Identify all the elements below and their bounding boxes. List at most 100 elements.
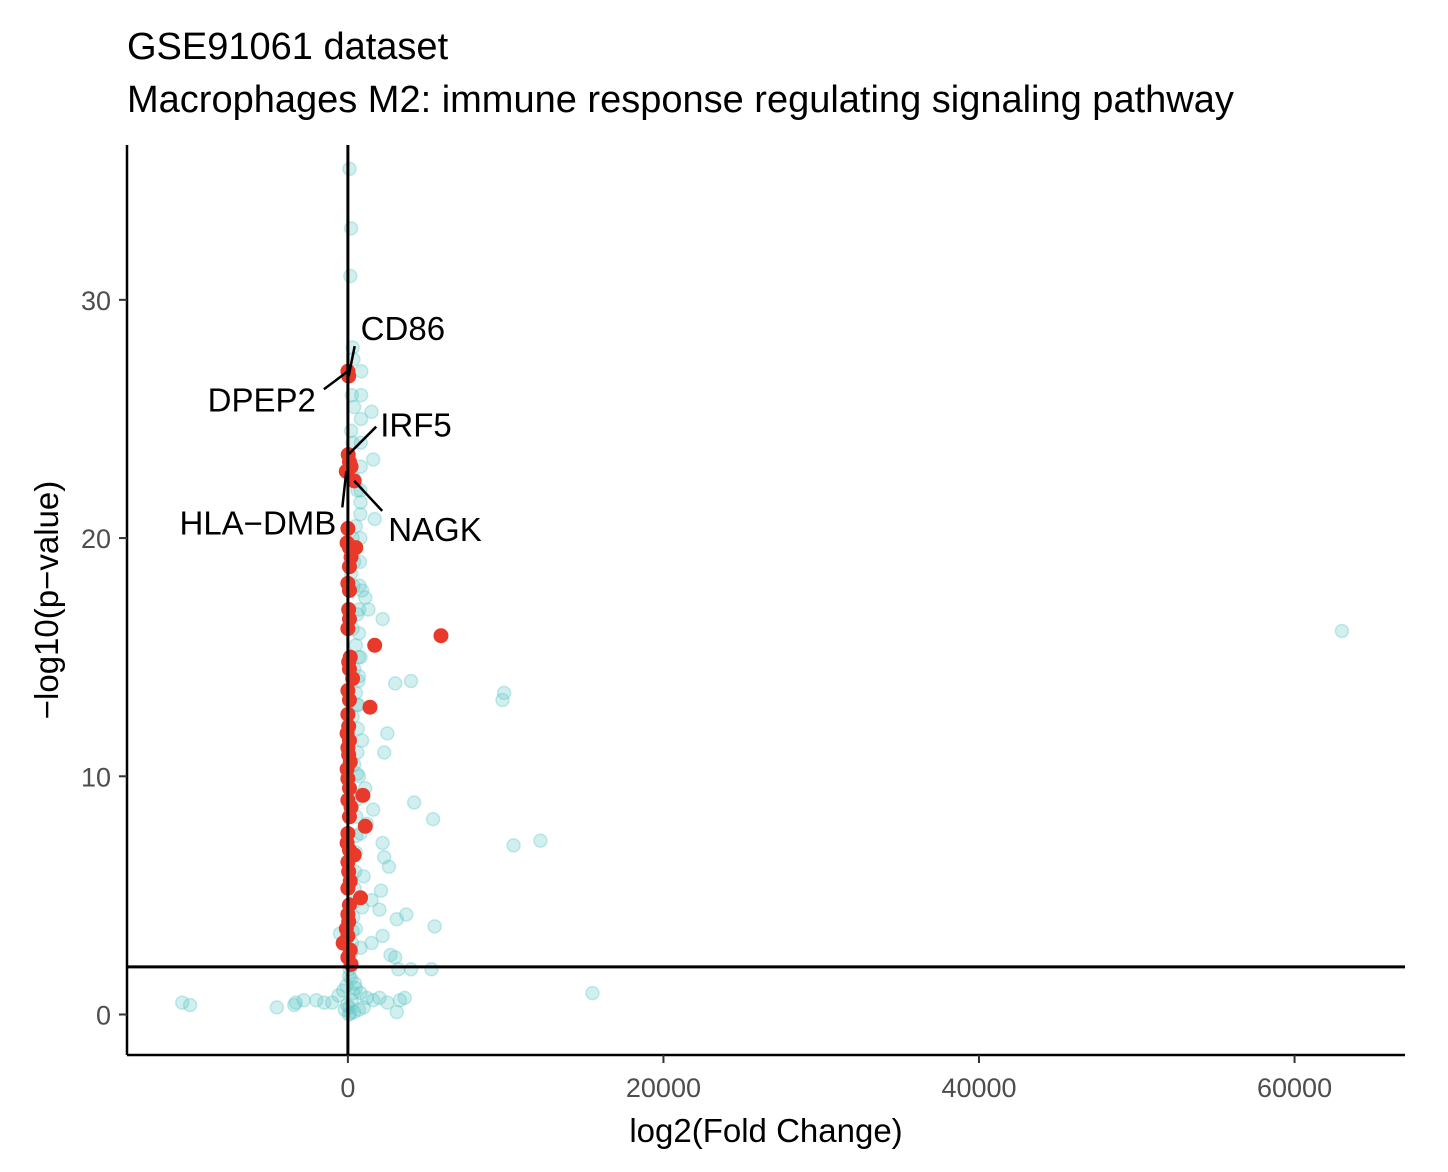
highlighted-point	[341, 809, 357, 825]
background-point	[316, 995, 332, 1010]
background-point	[392, 992, 408, 1008]
background-point	[286, 997, 302, 1013]
gene-label: HLA−DMB	[179, 504, 336, 541]
y-tick-label: 10	[81, 762, 111, 792]
y-tick-label: 30	[81, 286, 111, 316]
background-point	[403, 673, 419, 689]
background-point	[403, 961, 419, 977]
background-point	[406, 795, 422, 810]
background-point	[376, 745, 392, 760]
background-point	[387, 676, 403, 691]
gene-label-leader	[323, 370, 349, 391]
background-point	[389, 1004, 405, 1020]
background-point	[357, 590, 373, 605]
gene-label-leader	[353, 480, 384, 512]
background-point	[288, 995, 304, 1010]
highlighted-point	[343, 956, 359, 972]
background-point	[381, 859, 397, 875]
highlighted-point	[367, 637, 383, 653]
highlighted-point	[341, 780, 357, 796]
x-axis-title: log2(Fold Change)	[629, 1112, 902, 1149]
gene-label: CD86	[361, 310, 445, 347]
background-point	[375, 611, 390, 627]
background-point	[495, 692, 510, 708]
gene-label-leader	[341, 471, 348, 508]
y-axis-title: −log10(p−value)	[28, 481, 65, 720]
background-point	[506, 838, 521, 853]
background-point	[373, 883, 389, 898]
background-point	[380, 995, 395, 1010]
gene-label: DPEP2	[208, 381, 316, 418]
highlighted-point	[433, 628, 449, 644]
background-point	[342, 1000, 357, 1015]
background-point	[496, 685, 512, 701]
highlighted-point	[357, 818, 373, 834]
background-point	[364, 404, 379, 420]
background-point	[354, 364, 369, 379]
background-point	[324, 995, 340, 1010]
background-point	[365, 992, 381, 1008]
background-point	[424, 961, 439, 977]
chart-title: GSE91061 dataset	[127, 26, 449, 68]
background-point	[339, 978, 354, 994]
highlighted-point	[341, 582, 357, 598]
background-point	[585, 985, 600, 1001]
highlighted-point	[341, 559, 357, 575]
highlighted-point	[362, 699, 378, 715]
x-tick-label: 40000	[941, 1073, 1016, 1103]
background-point	[380, 726, 395, 741]
background-point	[391, 961, 406, 977]
background-point	[269, 1000, 285, 1015]
background-point	[372, 902, 387, 917]
background-point	[354, 733, 370, 748]
background-point	[353, 387, 369, 403]
background-point	[351, 1002, 367, 1017]
background-point	[375, 835, 390, 851]
gene-label: IRF5	[380, 407, 452, 444]
background-point	[365, 452, 381, 467]
background-point	[383, 947, 398, 963]
background-point	[367, 511, 382, 527]
background-point	[399, 907, 414, 922]
highlighted-point	[355, 787, 371, 803]
background-point	[353, 411, 369, 427]
x-tick-label: 0	[340, 1073, 355, 1103]
background-point	[353, 506, 368, 522]
chart-subtitle: Macrophages M2: immune response regulati…	[127, 79, 1234, 121]
background-point	[174, 995, 190, 1010]
background-point	[372, 990, 387, 1006]
background-point	[376, 850, 392, 865]
background-point	[425, 811, 441, 827]
highlighted-points-layer	[335, 363, 449, 972]
background-point	[343, 268, 358, 284]
background-point	[361, 602, 376, 617]
background-point	[296, 992, 311, 1008]
gene-label-leader	[347, 345, 356, 377]
x-tick-label: 60000	[1257, 1073, 1332, 1103]
background-point	[533, 833, 548, 848]
background-point	[387, 950, 403, 965]
gene-label: NAGK	[388, 511, 482, 548]
background-point	[353, 495, 368, 510]
background-point	[346, 399, 362, 415]
background-point	[356, 869, 371, 884]
background-point	[342, 161, 357, 177]
background-point	[389, 911, 405, 927]
y-tick-label: 0	[96, 1001, 111, 1031]
background-point	[359, 990, 375, 1006]
background-point	[364, 935, 379, 951]
background-point	[331, 988, 346, 1003]
reference-lines	[127, 145, 1405, 1055]
background-point	[356, 1000, 371, 1015]
y-tick-label: 20	[81, 524, 111, 554]
background-point	[397, 990, 412, 1006]
background-point	[427, 919, 442, 934]
gene-labels: CD86 DPEP2 IRF5 HLA−DMB NAGK	[179, 310, 481, 548]
background-point	[309, 992, 324, 1008]
background-point	[182, 997, 198, 1013]
gene-label-leader	[347, 425, 378, 456]
highlighted-point	[353, 890, 369, 906]
x-tick-label: 20000	[626, 1073, 701, 1103]
background-point	[353, 985, 368, 1001]
